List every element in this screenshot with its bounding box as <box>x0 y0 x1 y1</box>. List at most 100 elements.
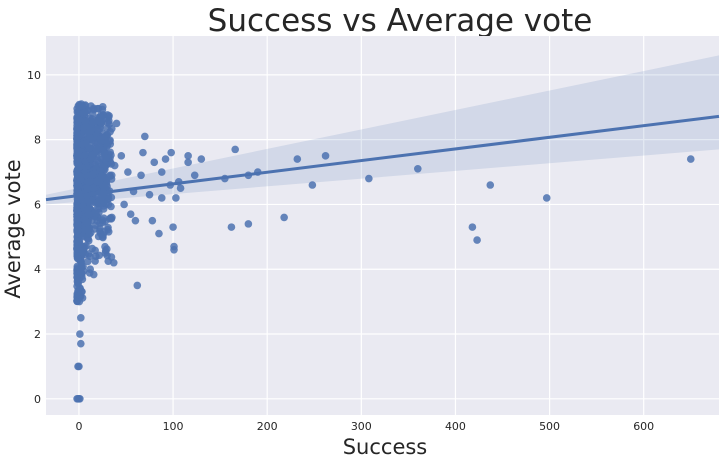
data-point <box>73 244 81 253</box>
confidence-band <box>46 55 719 205</box>
data-point <box>77 262 86 271</box>
data-point <box>133 281 142 290</box>
data-point <box>126 210 135 218</box>
data-point <box>73 395 81 403</box>
data-point <box>103 118 112 127</box>
data-point <box>73 114 81 122</box>
data-point <box>169 223 177 231</box>
data-point <box>78 232 87 241</box>
x-tick-label: 300 <box>351 420 372 433</box>
data-point <box>280 213 288 222</box>
data-point <box>101 249 110 257</box>
data-point <box>139 148 147 157</box>
data-point <box>244 220 253 228</box>
data-point <box>73 237 81 246</box>
y-tick-label: 6 <box>34 198 41 211</box>
data-point <box>73 129 81 137</box>
data-point <box>93 205 101 213</box>
data-point <box>91 221 100 229</box>
data-point <box>93 126 102 134</box>
regression-line <box>45 114 720 202</box>
y-tick-label: 8 <box>34 134 41 147</box>
data-point <box>74 362 82 371</box>
data-point <box>77 339 85 348</box>
data-point <box>92 145 101 153</box>
data-point <box>85 144 94 152</box>
x-axis-ticks: 0 100 200 300 400 500 600 <box>75 420 654 433</box>
data-point <box>293 155 302 163</box>
data-point <box>94 104 103 113</box>
data-point <box>86 265 95 274</box>
data-point <box>87 155 95 163</box>
data-point <box>197 155 206 163</box>
data-point <box>84 224 93 233</box>
data-point <box>84 178 93 187</box>
data-point <box>96 113 105 122</box>
data-point <box>107 151 115 159</box>
data-points <box>73 100 695 403</box>
x-tick-label: 0 <box>75 420 82 433</box>
data-point <box>107 124 116 133</box>
data-point <box>89 184 98 192</box>
data-point <box>184 158 192 167</box>
confidence-interval-area <box>46 55 719 205</box>
data-point <box>83 257 92 266</box>
data-point <box>107 202 115 211</box>
data-point <box>120 200 128 209</box>
data-point <box>321 152 330 160</box>
data-point <box>74 210 82 218</box>
data-point <box>100 183 108 192</box>
data-point <box>106 171 114 180</box>
data-point <box>468 223 477 231</box>
chart-title: Success vs Average vote <box>208 3 593 39</box>
x-tick-label: 200 <box>257 420 278 433</box>
data-point <box>110 161 119 170</box>
data-point <box>73 216 81 224</box>
data-point <box>141 132 149 141</box>
data-point <box>161 155 170 163</box>
data-point <box>73 202 82 210</box>
data-point <box>148 216 157 225</box>
data-point <box>176 184 185 193</box>
data-point <box>88 244 97 253</box>
data-point <box>98 233 107 241</box>
data-point <box>106 136 114 145</box>
data-point <box>78 102 87 110</box>
data-point <box>157 194 166 202</box>
data-point <box>81 108 89 116</box>
data-point <box>97 172 106 180</box>
x-tick-label: 100 <box>163 420 184 433</box>
data-point <box>74 226 83 235</box>
data-point <box>76 330 84 338</box>
data-point <box>73 179 82 188</box>
data-point <box>227 223 236 231</box>
y-tick-label: 10 <box>27 69 41 82</box>
data-point <box>86 127 94 135</box>
data-point <box>108 213 116 222</box>
data-point <box>93 156 102 165</box>
x-tick-label: 400 <box>445 420 466 433</box>
data-point <box>184 152 192 160</box>
data-point <box>542 194 551 202</box>
data-point <box>231 145 239 154</box>
x-tick-label: 600 <box>633 420 654 433</box>
data-point <box>112 119 121 128</box>
data-point <box>73 167 81 175</box>
data-point <box>103 142 111 150</box>
y-tick-label: 0 <box>34 393 41 406</box>
data-point <box>308 181 317 189</box>
x-tick-label: 500 <box>539 420 560 433</box>
data-point <box>88 118 97 127</box>
y-axis-ticks: 0 2 4 6 8 10 <box>27 69 41 406</box>
data-point <box>137 171 145 180</box>
data-point <box>190 171 199 180</box>
data-point <box>109 258 118 267</box>
data-point <box>82 219 91 227</box>
data-point <box>73 254 82 262</box>
data-point <box>79 247 88 256</box>
data-point <box>92 252 100 261</box>
data-point <box>77 314 85 322</box>
data-point <box>73 277 82 286</box>
data-point <box>74 147 83 155</box>
